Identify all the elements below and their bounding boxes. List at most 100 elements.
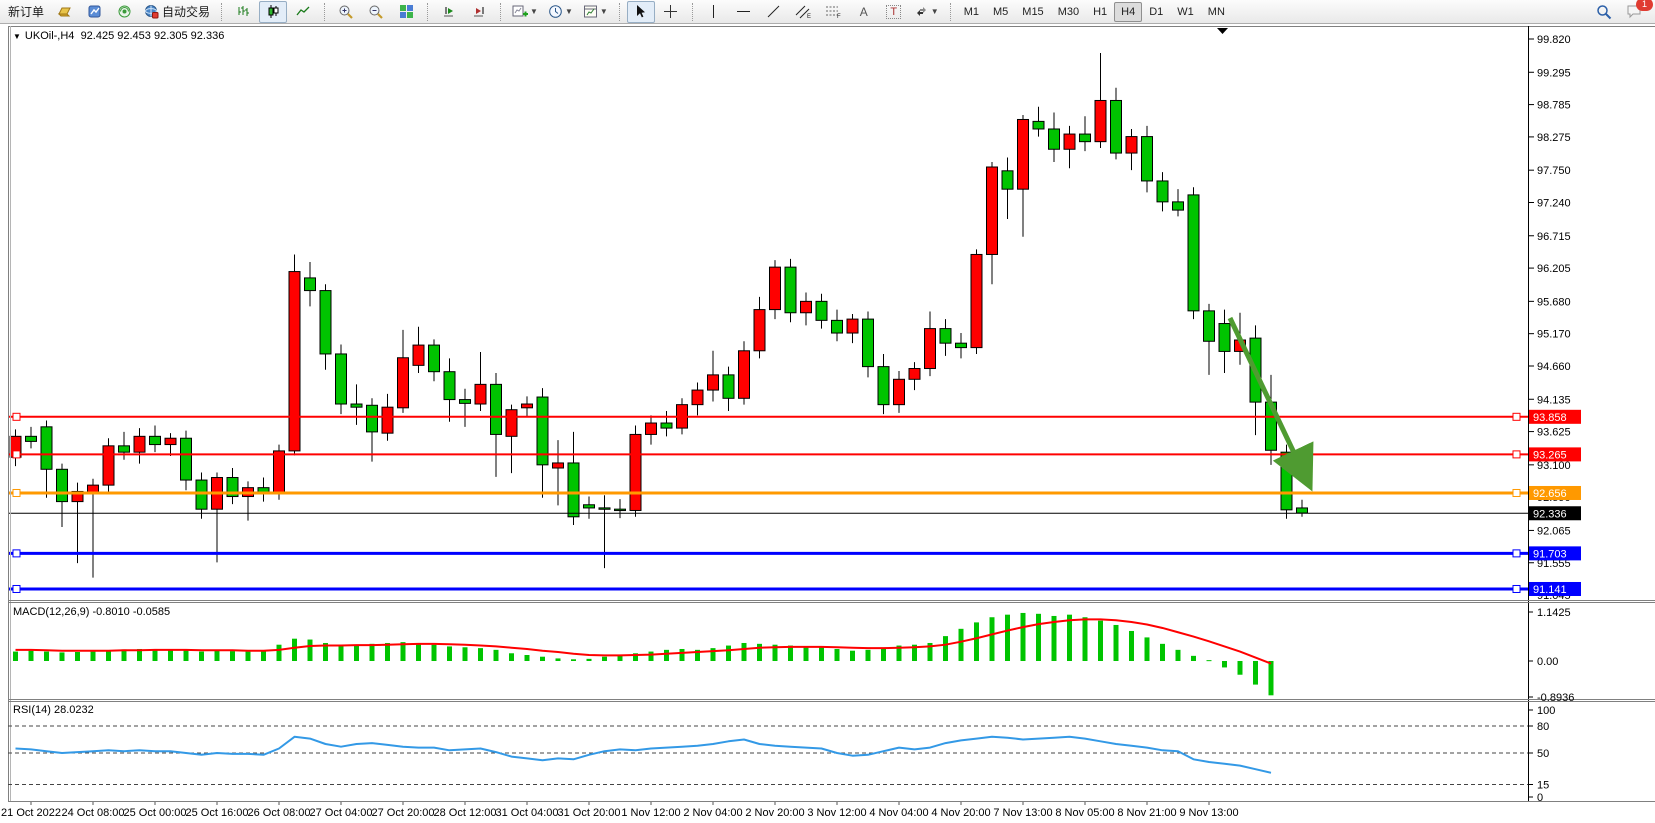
candle-body [25, 435, 37, 442]
crosshair-tool-button[interactable] [657, 1, 685, 23]
periodicity-button[interactable]: ▼ [544, 1, 577, 23]
line-anchor-handle[interactable] [1512, 412, 1521, 421]
price-badge [1529, 581, 1581, 596]
zoom-out-button[interactable] [362, 1, 390, 23]
signal-icon [118, 5, 131, 18]
macd-histogram-bar [59, 652, 65, 661]
candle-body [707, 374, 719, 391]
search-button[interactable] [1590, 1, 1618, 23]
trend-arrow-annotation[interactable] [1227, 316, 1314, 492]
down-arrow-object[interactable] [1227, 316, 1314, 492]
rsi-scale-label: 15 [1537, 780, 1549, 792]
line-anchor-handle[interactable] [1512, 488, 1521, 497]
macd-histogram-bar [245, 651, 251, 661]
candle-body [40, 426, 53, 470]
macd-histogram-bar [850, 650, 855, 661]
candle-body [1048, 128, 1060, 150]
tile-windows-button[interactable] [392, 1, 420, 23]
notifications-button[interactable]: 1 [1620, 0, 1653, 23]
toolbar-right-group: 1 [1589, 0, 1653, 23]
new-chart-button[interactable]: ▼ [508, 1, 542, 23]
signals-button[interactable] [110, 1, 138, 23]
timeframe-W1[interactable]: W1 [1177, 5, 1194, 18]
macd-histogram-bar [664, 649, 669, 661]
line-anchor-handle[interactable] [1512, 584, 1521, 593]
candle-body [1094, 99, 1107, 143]
fibonacci-tool-button[interactable]: F [820, 1, 848, 23]
new-order-button[interactable]: 新订单 [8, 5, 45, 19]
candle-body [1296, 507, 1308, 514]
line-anchor-handle[interactable] [12, 584, 21, 593]
line-chart-type-button[interactable] [289, 1, 317, 23]
macd-histogram-bar [152, 648, 158, 661]
toolbar-separator [618, 2, 622, 21]
candle-body [288, 271, 301, 452]
candle-body [366, 404, 378, 433]
macd-scale-label: -0.8936 [1537, 692, 1574, 704]
market-watch-button[interactable] [80, 1, 108, 23]
macd-histogram-bar [137, 648, 142, 661]
chart-shift-icon [473, 7, 484, 17]
shapes-tool-button[interactable]: ▼ [910, 1, 943, 23]
line-anchor-handle[interactable] [12, 450, 21, 459]
toolbar-separator [500, 2, 503, 21]
timeframe-H4[interactable]: H4 [1114, 1, 1143, 22]
candle-body [304, 277, 316, 292]
notification-count-badge: 1 [1636, 0, 1653, 11]
line-anchor-handle[interactable] [12, 412, 21, 421]
price-badge-value: 91.703 [1533, 548, 1567, 560]
macd-histogram-bar [602, 656, 607, 661]
zoom-in-button[interactable] [332, 1, 360, 23]
axis-tick-label: 98.275 [1537, 132, 1571, 144]
timeframe-M5[interactable]: M5 [993, 5, 1009, 18]
macd-histogram-bar [230, 651, 235, 661]
dropdown-caret: ▼ [564, 7, 573, 16]
axis-tick-label: 94.660 [1537, 361, 1571, 373]
channel-tag: E [807, 14, 811, 19]
toolbar-separator [427, 2, 430, 21]
candle-body [660, 422, 673, 429]
date-axis-label: 4 Nov 20:00 [931, 807, 990, 819]
line-anchor-handle[interactable] [12, 488, 21, 497]
timeframe-M1[interactable]: M1 [963, 5, 979, 18]
chart-shift-marker-icon[interactable] [1217, 28, 1228, 34]
search-icon [1597, 4, 1612, 19]
gold-bar-icon [57, 7, 71, 17]
date-axis-label: 7 Nov 13:00 [993, 807, 1052, 819]
line-anchor-handle[interactable] [12, 549, 21, 558]
line-anchor-handle[interactable] [1512, 549, 1521, 558]
auto-trading-button[interactable]: 自动交易 [140, 1, 214, 23]
horizontal-level-lines[interactable] [8, 412, 1528, 593]
chart-shift-button[interactable] [465, 1, 493, 23]
deposit-icon[interactable] [50, 1, 78, 23]
timeframe-D1[interactable]: D1 [1149, 5, 1164, 18]
date-axis-label: 8 Nov 05:00 [1055, 807, 1114, 819]
candle-body [552, 462, 564, 469]
macd-histogram-bar [1268, 661, 1274, 696]
templates-button[interactable]: ▼ [579, 1, 612, 23]
vertical-line-tool-button[interactable] [700, 1, 728, 23]
candle-body [71, 490, 84, 503]
timeframe-M30[interactable]: M30 [1057, 5, 1080, 18]
horizontal-line-tool-button[interactable] [730, 1, 758, 23]
trendline-tool-button[interactable] [760, 1, 788, 23]
label-tool-button[interactable]: T [880, 1, 908, 23]
timeframe-MN[interactable]: MN [1207, 5, 1225, 18]
candle-body [1017, 118, 1029, 190]
text-tool-button[interactable]: A [850, 1, 878, 23]
line-anchor-handle[interactable] [1512, 450, 1521, 459]
auto-scroll-button[interactable] [435, 1, 463, 23]
candlestick-chart-type-button[interactable] [259, 0, 288, 23]
collapse-caret-icon[interactable]: ▼ [13, 32, 21, 41]
cursor-tool-button[interactable] [626, 0, 655, 23]
timeframe-M15[interactable]: M15 [1022, 5, 1044, 18]
bar-chart-type-button[interactable] [229, 1, 257, 23]
timeframe-H1[interactable]: H1 [1093, 5, 1108, 18]
macd-histogram-bar [1206, 660, 1212, 662]
candle-body [1032, 120, 1045, 130]
vertical-line-icon [713, 5, 715, 18]
candle-body [753, 309, 766, 352]
price-badge-value: 93.265 [1533, 449, 1567, 461]
channel-tool-button[interactable]: E [790, 1, 818, 23]
